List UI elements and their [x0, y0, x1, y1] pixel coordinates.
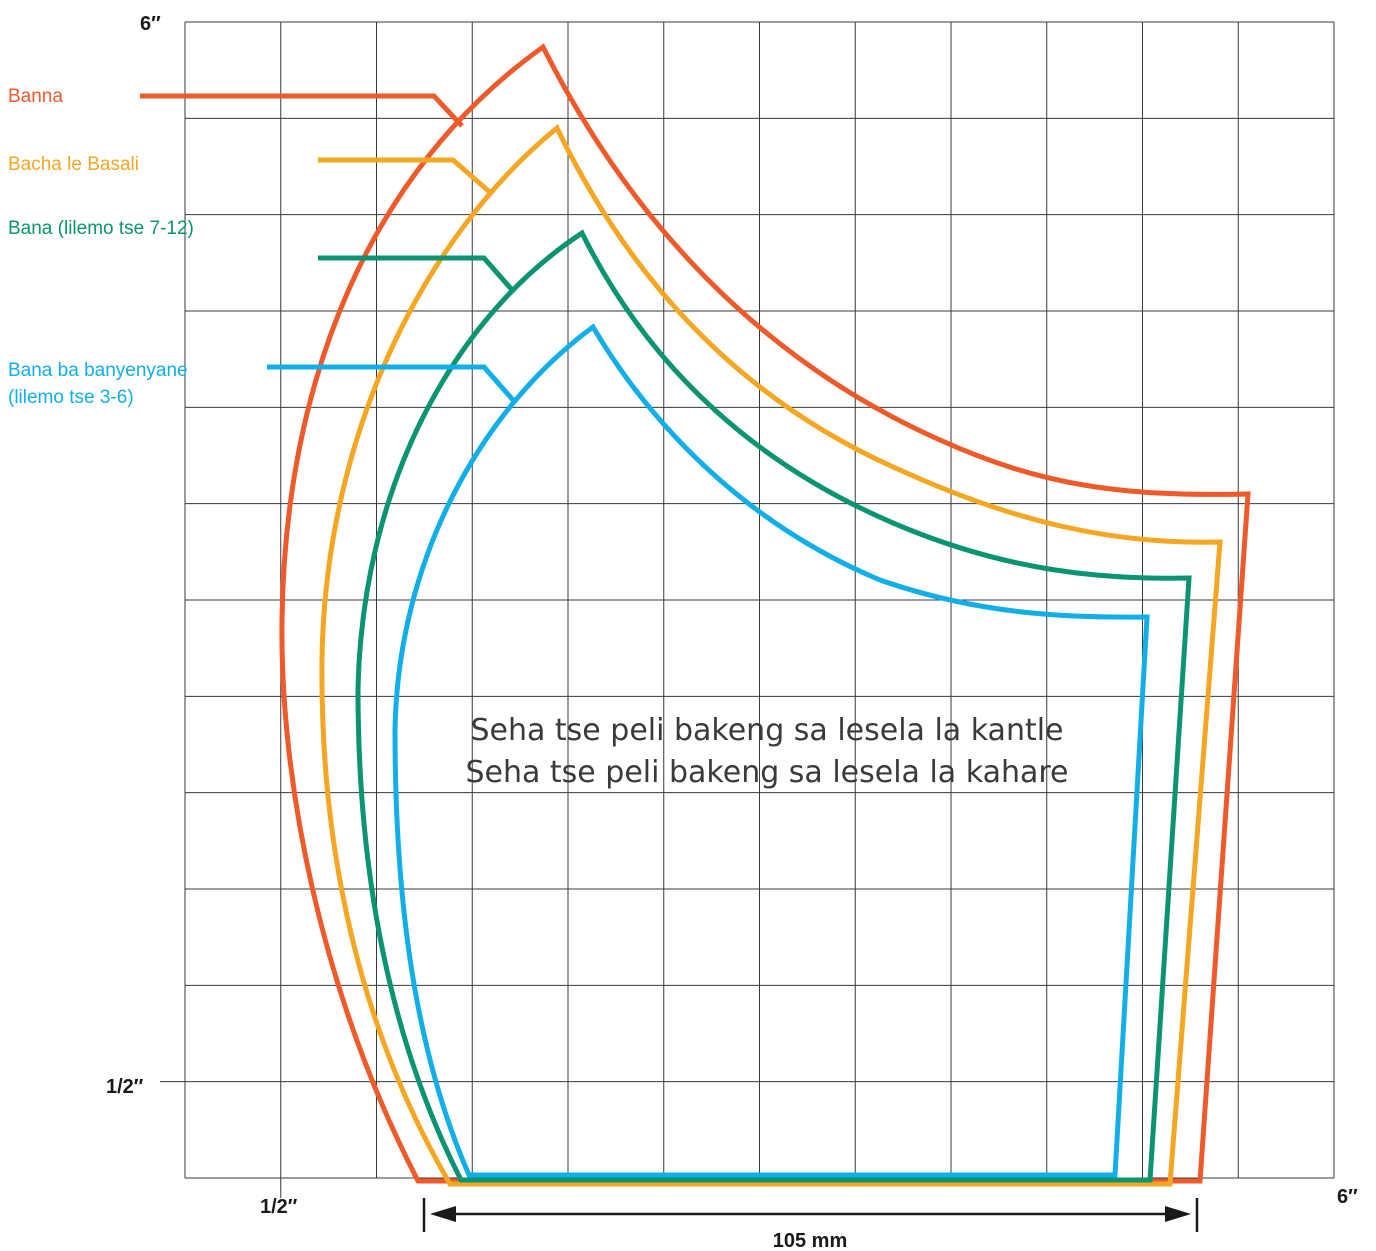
leader-teens-women: [318, 157, 494, 196]
dimension-indicator: [422, 1198, 1199, 1232]
legend-leaders: [140, 93, 515, 402]
dimension-arrow-right: [1165, 1206, 1191, 1222]
instruction-inner-fabric: Seha tse peli bakeng sa lesela la kahare: [465, 755, 1068, 790]
leader-young-children-3-6: [267, 364, 515, 402]
measurement-grid: [160, 21, 1335, 1198]
leader-children-7-12: [318, 255, 515, 293]
legend-label-children-7-12: Bana (lilemo tse 7-12): [8, 218, 194, 239]
instruction-outer-fabric: Seha tse peli bakeng sa lesela la kantle: [470, 713, 1063, 748]
legend-label-young-children-ages: (lilemo tse 3-6): [8, 387, 134, 408]
outline-children-7-12: [355, 229, 1192, 1183]
label-bottom-right: 6″: [1337, 1186, 1358, 1208]
label-top-left: 6″: [140, 13, 161, 35]
legend-label-men: Banna: [8, 86, 63, 107]
leader-men: [140, 93, 464, 128]
label-left-half: 1/2″: [106, 1076, 144, 1098]
outline-young-children-3-6: [392, 323, 1150, 1178]
size-legend: Banna Bacha le Basali Bana (lilemo tse 7…: [8, 86, 194, 408]
dimension-arrow-left: [430, 1206, 456, 1222]
outline-men: [279, 43, 1251, 1184]
label-bottom-half: 1/2″: [260, 1196, 298, 1218]
pattern-outlines: [279, 43, 1251, 1187]
outline-teens-women: [319, 124, 1223, 1187]
legend-label-young-children: Bana ba banyenyane: [8, 360, 188, 381]
legend-label-teens-women: Bacha le Basali: [8, 154, 139, 175]
dimension-label: 105 mm: [773, 1230, 848, 1251]
